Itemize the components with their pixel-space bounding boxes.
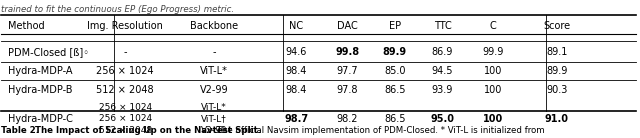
Text: -: - [212, 47, 216, 57]
Text: 98.2: 98.2 [337, 114, 358, 124]
Text: Score: Score [543, 21, 570, 31]
Text: 97.8: 97.8 [337, 85, 358, 95]
Text: 99.9: 99.9 [483, 47, 504, 57]
Text: Hydra-MDP-B: Hydra-MDP-B [8, 85, 72, 95]
Text: 95.0: 95.0 [431, 114, 454, 124]
Text: V2-99: V2-99 [200, 85, 228, 95]
Text: 94.6: 94.6 [286, 47, 307, 57]
Text: trained to fit the continuous EP (Ego Progress) metric.: trained to fit the continuous EP (Ego Pr… [1, 5, 234, 14]
Text: 256 × 1024: 256 × 1024 [97, 66, 154, 76]
Text: 512 × 2048: 512 × 2048 [99, 125, 152, 135]
Text: Method: Method [8, 21, 44, 31]
Text: PDM-Closed [ß]◦: PDM-Closed [ß]◦ [8, 47, 89, 57]
Text: C: C [490, 21, 497, 31]
Text: 512 × 2048: 512 × 2048 [97, 85, 154, 95]
Text: 99.8: 99.8 [335, 47, 359, 57]
Text: 100: 100 [484, 66, 502, 76]
Text: 85.0: 85.0 [384, 66, 406, 76]
Text: NC: NC [289, 21, 303, 31]
Text: Backbone: Backbone [190, 21, 238, 31]
Text: EP: EP [389, 21, 401, 31]
Text: Table 2.: Table 2. [1, 126, 40, 135]
Text: 86.5: 86.5 [384, 114, 406, 124]
Text: Hydra-MDP-A: Hydra-MDP-A [8, 66, 72, 76]
Text: ViT-L*: ViT-L* [201, 103, 227, 112]
Text: 94.5: 94.5 [432, 66, 453, 76]
Text: 89.1: 89.1 [546, 47, 568, 57]
Text: 98.4: 98.4 [286, 85, 307, 95]
Text: 91.0: 91.0 [545, 114, 569, 124]
Text: 256 × 1024: 256 × 1024 [99, 114, 152, 123]
Text: 98.4: 98.4 [286, 66, 307, 76]
Text: 89.9: 89.9 [383, 47, 407, 57]
Text: 100: 100 [484, 85, 502, 95]
Text: ViT-L*: ViT-L* [200, 66, 228, 76]
Text: V2-99: V2-99 [201, 125, 227, 135]
Text: 97.7: 97.7 [337, 66, 358, 76]
Text: ◦ The official Navsim implementation of PDM-Closed. * ViT-L is initialized from: ◦ The official Navsim implementation of … [206, 126, 545, 135]
Text: 256 × 1024: 256 × 1024 [99, 103, 152, 112]
Text: -: - [124, 47, 127, 57]
Text: 100: 100 [483, 114, 504, 124]
Text: 98.7: 98.7 [284, 114, 308, 124]
Text: Hydra-MDP-C: Hydra-MDP-C [8, 114, 72, 124]
Text: Img. Resolution: Img. Resolution [87, 21, 163, 31]
Text: 89.9: 89.9 [546, 66, 568, 76]
Text: TTC: TTC [434, 21, 451, 31]
Text: ViT-L†: ViT-L† [201, 114, 227, 123]
Text: 93.9: 93.9 [432, 85, 453, 95]
Text: 86.5: 86.5 [384, 85, 406, 95]
Text: DAC: DAC [337, 21, 358, 31]
Text: The Impact of Scaling Up on the Navtest Split.: The Impact of Scaling Up on the Navtest … [35, 126, 262, 135]
Text: 90.3: 90.3 [546, 85, 568, 95]
Text: 86.9: 86.9 [432, 47, 453, 57]
